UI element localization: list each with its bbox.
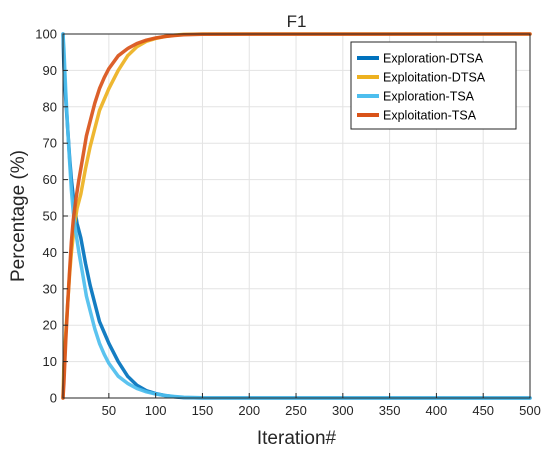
series-line-3 (61, 32, 532, 400)
legend-label-3: Exploration-TSA (383, 90, 475, 104)
y-tick-label: 10 (43, 354, 57, 369)
x-tick-label: 250 (285, 403, 307, 418)
x-tick-label: 450 (472, 403, 494, 418)
x-tick-label: 300 (332, 403, 354, 418)
x-tick-label: 100 (145, 403, 167, 418)
ticks: 50 100 150 200 250 300 350 400 450 500 0 10 20 30 40 50… (35, 27, 541, 419)
y-tick-label: 50 (43, 209, 57, 224)
x-tick-label: 500 (519, 403, 541, 418)
y-tick-label: 20 (43, 318, 57, 333)
y-tick-label: 100 (35, 27, 57, 42)
y-tick-label: 80 (43, 99, 57, 114)
legend: Exploration-DTSA Exploitation-DTSA Explora… (350, 41, 517, 130)
y-axis-title: Percentage (%) (8, 150, 29, 282)
x-tick-label: 200 (238, 403, 260, 418)
y-tick-label: 40 (43, 245, 57, 260)
legend-label-2: Exploitation-DTSA (383, 71, 486, 85)
y-tick-label: 60 (43, 172, 57, 187)
x-tick-label: 400 (426, 403, 448, 418)
legend-label-4: Exploitation-TSA (383, 109, 477, 123)
x-tick-label: 350 (379, 403, 401, 418)
series-line-4 (61, 32, 532, 400)
x-axis-title: Iteration# (257, 428, 337, 449)
y-tick-label: 30 (43, 281, 57, 296)
series-layer (61, 32, 532, 400)
y-tick-label: 90 (43, 63, 57, 78)
y-tick-label: 0 (50, 391, 57, 406)
x-tick-label: 150 (192, 403, 214, 418)
x-tick-label: 50 (102, 403, 116, 418)
grid (63, 33, 531, 399)
legend-label-1: Exploration-DTSA (383, 52, 484, 66)
chart-title: F1 (287, 12, 307, 31)
y-tick-label: 70 (43, 136, 57, 151)
